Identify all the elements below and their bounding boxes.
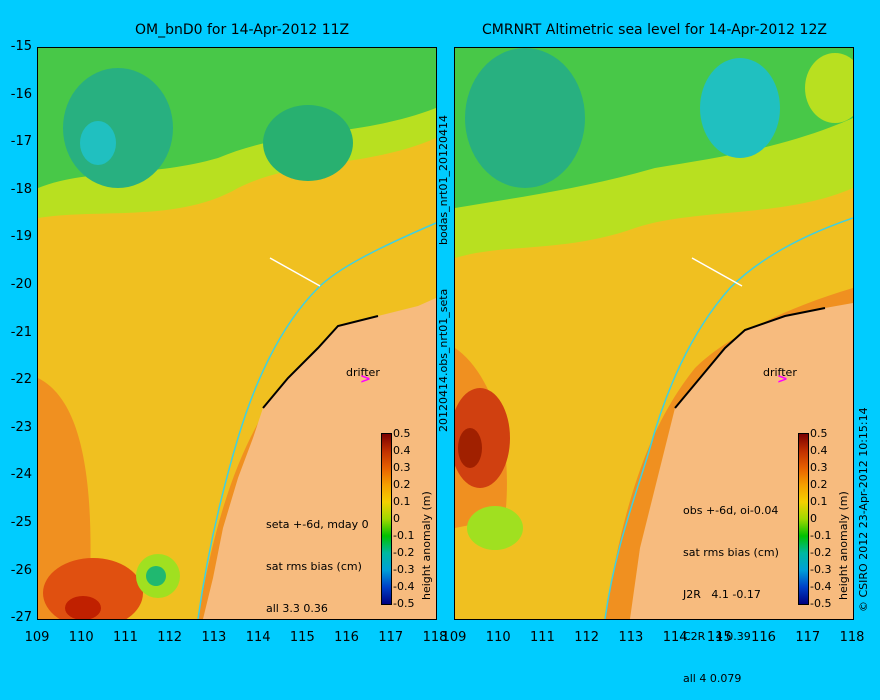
left-x-tick-label: 112 (157, 630, 183, 645)
left-stats-line: sat rms bias (cm) (266, 560, 362, 573)
right-x-tick-label: 112 (574, 630, 600, 645)
right-drifter-marker: > (777, 372, 788, 387)
colorbar-tick-label: -0.5 (810, 597, 832, 610)
left-stats-line: seta +-6d, mday 0 (266, 518, 369, 531)
left-x-tick-label: 109 (24, 630, 50, 645)
side-label-lower: 20120414.obs_nrt01_seta (437, 288, 450, 432)
y-tick-label: -19 (10, 229, 32, 245)
left-map-panel (37, 47, 437, 620)
colorbar-tick-label: 0.5 (393, 427, 411, 440)
right-x-tick-label: 113 (618, 630, 644, 645)
y-tick-label: -16 (10, 86, 32, 102)
right-x-tick-label: 111 (530, 630, 555, 645)
right-stats-line: obs +-6d, oi-0.04 (683, 504, 779, 517)
left-x-tick-label: 114 (245, 630, 271, 645)
colorbar-tick-label: -0.1 (393, 529, 415, 542)
colorbar-tick-label: -0.4 (393, 580, 415, 593)
y-tick-label: -21 (10, 324, 32, 340)
left-x-tick-label: 116 (334, 630, 359, 645)
colorbar-tick-label: -0.1 (810, 529, 832, 542)
right-x-tick-label: 118 (839, 630, 865, 645)
colorbar-tick-label: 0.2 (393, 478, 411, 491)
right-x-tick-label: 116 (751, 630, 776, 645)
left-x-tick-label: 115 (289, 630, 315, 645)
right-drifter-label: drifter (763, 366, 797, 379)
right-stats-line: J2R 4.1 -0.17 (683, 588, 761, 601)
right-stats-block: obs +-6d, oi-0.04 sat rms bias (cm) J2R … (683, 476, 779, 700)
right-stats-line: all 4 0.079 (683, 672, 742, 685)
colorbar-tick-label: 0 (810, 512, 817, 525)
y-tick-label: -25 (10, 515, 32, 530)
side-label-upper: bodas_nrt01_20120414 (437, 115, 450, 245)
left-colorbar-label: height anomaly (m) (420, 491, 433, 600)
colorbar-tick-label: 0.1 (810, 495, 828, 508)
y-tick-label: -23 (10, 419, 32, 435)
left-x-tick-label: 110 (68, 630, 94, 645)
right-stats-line: C2R 4 0.39 (683, 630, 751, 643)
left-map-title: OM_bnD0 for 14-Apr-2012 11Z (135, 22, 350, 38)
y-tick-label: -26 (10, 562, 32, 578)
right-map-title: CMRNRT Altimetric sea level for 14-Apr-2… (482, 22, 827, 38)
right-x-tick-label: 115 (706, 630, 732, 645)
left-x-tick-label: 113 (201, 630, 227, 645)
y-tick-label: -18 (10, 181, 32, 197)
left-drifter-marker: > (360, 372, 371, 387)
right-map-graphic (455, 48, 853, 619)
colorbar-tick-label: -0.2 (810, 546, 832, 559)
right-x-tick-label: 110 (485, 630, 511, 645)
y-tick-label: -15 (10, 39, 32, 54)
right-colorbar (798, 433, 809, 605)
colorbar-tick-label: -0.5 (393, 597, 415, 610)
right-stats-line: sat rms bias (cm) (683, 546, 779, 559)
left-x-tick-label: 117 (378, 630, 404, 645)
colorbar-tick-label: -0.3 (393, 563, 415, 576)
right-x-tick-label: 109 (441, 630, 467, 645)
right-x-tick-label: 114 (662, 630, 688, 645)
colorbar-tick-label: -0.3 (810, 563, 832, 576)
y-tick-label: -20 (10, 277, 32, 292)
colorbar-tick-label: 0 (393, 512, 400, 525)
y-tick-label: -17 (10, 134, 32, 150)
left-drifter-label: drifter (346, 366, 380, 379)
colorbar-tick-label: 0.5 (810, 427, 828, 440)
colorbar-tick-label: 0.4 (393, 444, 411, 457)
credit-text: © CSIRO 2012 23-Apr-2012 10:15:14 (857, 407, 870, 612)
left-x-tick-label: 118 (422, 630, 448, 645)
y-tick-label: -27 (10, 610, 32, 626)
colorbar-tick-label: -0.4 (810, 580, 832, 593)
y-tick-label: -22 (10, 372, 32, 388)
colorbar-tick-label: 0.4 (810, 444, 828, 457)
colorbar-tick-label: 0.2 (810, 478, 828, 491)
right-x-tick-label: 117 (795, 630, 821, 645)
colorbar-tick-label: 0.3 (393, 461, 411, 474)
left-colorbar (381, 433, 392, 605)
colorbar-tick-label: 0.3 (810, 461, 828, 474)
left-stats-block: seta +-6d, mday 0 sat rms bias (cm) all … (266, 490, 369, 630)
colorbar-tick-label: 0.1 (393, 495, 411, 508)
right-map-panel (454, 47, 854, 620)
left-map-graphic (38, 48, 436, 619)
y-tick-label: -24 (10, 467, 32, 483)
right-colorbar-label: height anomaly (m) (837, 491, 850, 600)
colorbar-tick-label: -0.2 (393, 546, 415, 559)
left-stats-line: all 3.3 0.36 (266, 602, 328, 615)
left-x-tick-label: 111 (113, 630, 138, 645)
